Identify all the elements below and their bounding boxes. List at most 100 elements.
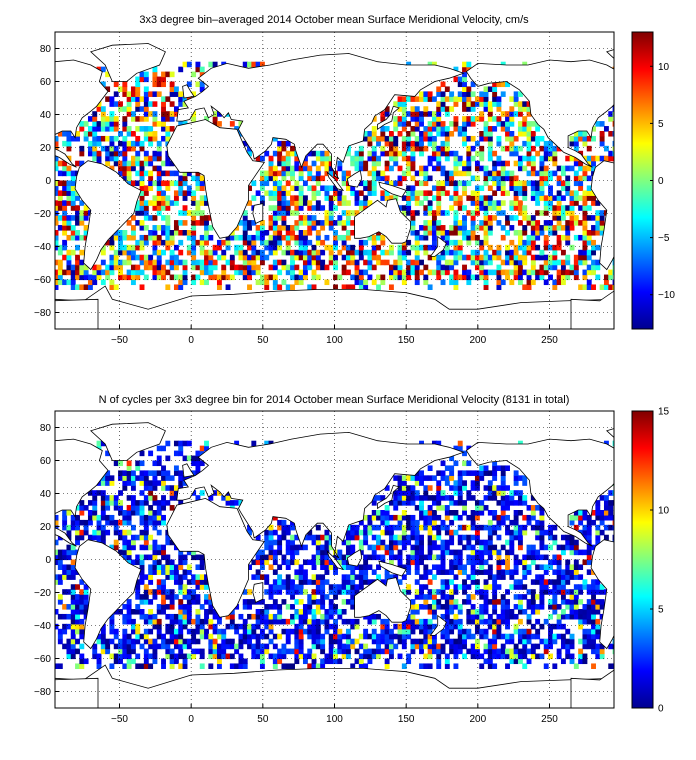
data-bin <box>290 544 295 551</box>
data-bin <box>444 524 450 531</box>
data-bin <box>126 648 132 655</box>
data-bin <box>169 101 175 107</box>
data-bin <box>113 259 119 266</box>
data-bin <box>560 534 566 541</box>
data-bin <box>324 195 330 201</box>
data-bin <box>156 249 162 256</box>
data-bin <box>393 259 399 266</box>
data-bin <box>290 249 295 256</box>
data-bin <box>513 249 519 256</box>
data-bin <box>427 126 433 132</box>
data-bin <box>264 544 270 551</box>
data-bin <box>410 549 416 556</box>
data-bin <box>105 116 111 122</box>
data-bin <box>57 274 63 281</box>
data-bin <box>324 279 330 286</box>
data-bin <box>139 559 145 566</box>
data-bin <box>591 135 596 142</box>
data-bin <box>311 554 317 561</box>
data-bin <box>500 485 506 491</box>
data-bin <box>603 126 609 132</box>
data-bin <box>264 150 270 157</box>
data-bin <box>135 623 141 630</box>
data-bin <box>156 505 162 511</box>
data-bin <box>199 220 205 226</box>
data-bin <box>199 249 205 256</box>
data-bin <box>517 200 523 206</box>
data-bin <box>410 175 416 182</box>
data-bin <box>135 465 141 471</box>
data-bin <box>307 215 313 221</box>
data-bin <box>247 220 252 226</box>
data-bin <box>582 135 588 142</box>
data-bin <box>320 249 326 256</box>
data-bin <box>139 239 145 246</box>
chart-panel-cycles: N of cycles per 3x3 degree bin for 2014 … <box>34 394 670 725</box>
data-bin <box>543 254 549 261</box>
data-bin <box>363 534 369 541</box>
data-bin <box>358 658 364 665</box>
data-bin <box>582 618 588 625</box>
data-bin <box>268 234 274 241</box>
data-bin <box>173 633 179 640</box>
data-bin <box>449 609 455 615</box>
data-bin <box>573 524 579 531</box>
data-bin <box>281 618 287 625</box>
data-bin <box>599 210 605 216</box>
data-bin <box>492 628 498 635</box>
data-bin <box>492 604 498 610</box>
data-bin <box>66 249 72 256</box>
data-bin <box>311 254 317 261</box>
data-bin <box>414 269 420 276</box>
data-bin <box>414 180 420 187</box>
data-bin <box>457 126 463 132</box>
data-bin <box>251 244 257 251</box>
data-bin <box>152 613 158 620</box>
data-bin <box>505 633 510 640</box>
data-bin <box>350 529 356 536</box>
data-bin <box>548 599 553 605</box>
data-bin <box>410 623 416 630</box>
data-bin <box>419 539 424 546</box>
data-bin <box>307 205 313 211</box>
data-bin <box>548 579 553 585</box>
data-bin <box>410 495 416 501</box>
data-bin <box>573 594 579 600</box>
data-bin <box>466 195 472 201</box>
data-bin <box>363 554 369 561</box>
data-bin <box>96 658 102 665</box>
data-bin <box>268 653 274 660</box>
data-bin <box>483 225 489 231</box>
data-bin <box>191 175 197 182</box>
data-bin <box>204 618 209 625</box>
data-bin <box>290 225 295 231</box>
data-bin <box>380 249 386 256</box>
data-bin <box>479 145 485 152</box>
data-bin <box>247 643 252 650</box>
data-bin <box>419 544 424 551</box>
data-bin <box>431 140 437 147</box>
data-bin <box>135 244 141 251</box>
data-bin <box>130 264 136 271</box>
data-bin <box>466 618 472 625</box>
data-bin <box>526 549 532 556</box>
data-bin <box>208 653 214 660</box>
data-bin <box>423 175 429 182</box>
data-bin <box>165 160 171 167</box>
data-bin <box>462 638 467 645</box>
data-bin <box>376 638 381 645</box>
data-bin <box>118 475 123 481</box>
data-bin <box>212 653 218 660</box>
data-bin <box>586 604 592 610</box>
data-bin <box>560 259 566 266</box>
data-bin <box>474 505 480 511</box>
data-bin <box>165 500 171 506</box>
data-bin <box>281 264 287 271</box>
data-bin <box>406 623 412 630</box>
data-bin <box>522 495 528 501</box>
data-bin <box>285 225 291 231</box>
data-bin <box>522 594 528 600</box>
data-bin <box>517 121 523 127</box>
data-bin <box>552 599 558 605</box>
data-bin <box>474 200 480 206</box>
